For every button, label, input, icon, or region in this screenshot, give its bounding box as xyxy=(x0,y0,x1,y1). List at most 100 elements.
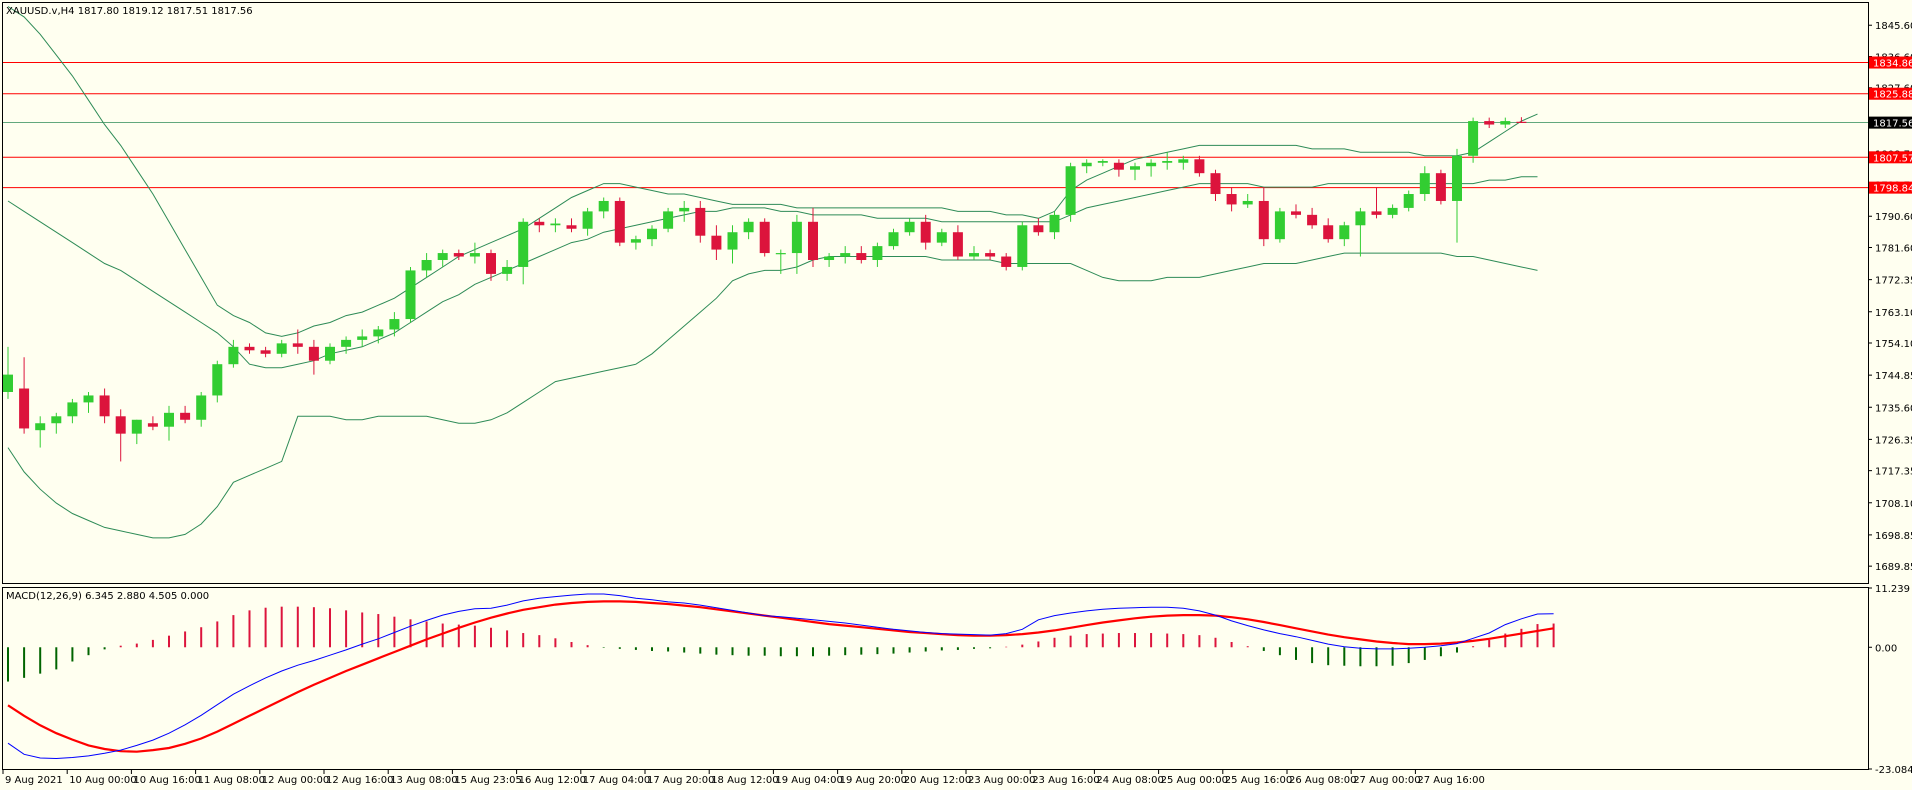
time-tick-label: 10 Aug 00:00 xyxy=(69,775,136,786)
candle-body xyxy=(115,416,126,434)
candle-body xyxy=(1130,166,1140,170)
candle-body xyxy=(469,253,480,257)
candle-body xyxy=(373,329,384,337)
macd-indicator xyxy=(7,593,1555,760)
candle-body xyxy=(1001,256,1012,267)
candle-body xyxy=(1162,161,1173,163)
candle-body xyxy=(1049,214,1060,233)
candle-body xyxy=(421,260,432,271)
price-tick-label: 1698.85 xyxy=(1875,531,1912,542)
candle-body xyxy=(486,253,496,274)
time-tick-label: 23 Aug 00:00 xyxy=(968,775,1035,786)
candle-body xyxy=(1081,162,1092,167)
candle-body xyxy=(1017,225,1028,267)
candle-body xyxy=(260,350,271,354)
time-tick-label: 10 Aug 16:00 xyxy=(133,775,200,786)
macd-tick-label: 11.239 xyxy=(1875,584,1910,595)
candle-body xyxy=(453,253,464,257)
candle-body xyxy=(212,364,223,396)
candle-body xyxy=(1146,162,1157,167)
candle-body xyxy=(985,253,996,257)
candle-body xyxy=(824,256,835,261)
level-price-badge xyxy=(1869,151,1912,164)
level-price-label: 1834.86 xyxy=(1873,59,1912,70)
price-tick-label: 1790.60 xyxy=(1875,212,1912,223)
candle-body xyxy=(1291,211,1301,215)
candle-body xyxy=(35,423,46,431)
price-tick-label: 1735.60 xyxy=(1875,403,1912,414)
candle-body xyxy=(1419,173,1430,195)
candle-body xyxy=(759,221,770,254)
candle-body xyxy=(1516,121,1527,123)
candle-body xyxy=(244,346,255,351)
price-tick-label: 1744.85 xyxy=(1875,371,1912,382)
candle-body xyxy=(1307,214,1318,226)
candle-body xyxy=(518,221,529,267)
candle-body xyxy=(131,419,142,434)
candle-body xyxy=(308,346,319,361)
level-price-badge xyxy=(1869,56,1912,69)
candle-body xyxy=(743,221,754,233)
macd-main-line xyxy=(7,593,1554,760)
level-price-label: 1798.84 xyxy=(1873,184,1912,195)
time-tick-label: 25 Aug 16:00 xyxy=(1225,775,1292,786)
time-tick-label: 12 Aug 16:00 xyxy=(326,775,393,786)
macd-info: MACD(12,26,9) 6.345 2.880 4.505 0.000 xyxy=(6,591,209,602)
current-price-label: 1817.56 xyxy=(1873,119,1912,130)
candle-body xyxy=(1210,173,1221,195)
candle-body xyxy=(1242,200,1253,205)
candle-body xyxy=(1371,211,1382,215)
candle-body xyxy=(357,336,368,340)
candle-body xyxy=(695,207,706,236)
price-tick-label: 1754.10 xyxy=(1875,339,1912,350)
price-axis: 1845.601836.601827.601808.701799.701790.… xyxy=(1868,21,1912,776)
candle-body xyxy=(1274,211,1285,240)
candle-body xyxy=(1113,162,1124,170)
time-tick-label: 25 Aug 00:00 xyxy=(1161,775,1228,786)
macd-tick-label: 0.00 xyxy=(1875,643,1897,654)
bollinger-middle-line xyxy=(7,176,1538,369)
candle-body xyxy=(679,207,690,212)
bollinger-upper-line xyxy=(7,6,1538,337)
candle-body xyxy=(389,319,400,330)
time-tick-label: 11 Aug 08:00 xyxy=(198,775,265,786)
level-price-badge xyxy=(1869,181,1912,194)
time-tick-label: 15 Aug 23:05 xyxy=(454,775,521,786)
symbol-info: XAUUSD.v,H4 1817.80 1819.12 1817.51 1817… xyxy=(6,6,253,17)
time-tick-label: 18 Aug 12:00 xyxy=(711,775,778,786)
candle-body xyxy=(437,253,448,261)
candle-body xyxy=(1387,207,1398,215)
candle-body xyxy=(566,225,577,229)
candle-body xyxy=(147,423,158,427)
candle-body xyxy=(1097,161,1108,163)
candle-body xyxy=(99,395,110,417)
price-tick-label: 1772.35 xyxy=(1875,276,1912,287)
candle-body xyxy=(1194,159,1205,174)
candle-body xyxy=(502,266,513,274)
candle-body xyxy=(582,211,593,229)
candle-body xyxy=(630,239,641,243)
time-tick-label: 26 Aug 08:00 xyxy=(1289,775,1356,786)
candle-body xyxy=(325,346,335,361)
time-tick-label: 12 Aug 00:00 xyxy=(262,775,329,786)
candle-body xyxy=(405,270,416,320)
candle-body xyxy=(1435,173,1446,201)
candle-body xyxy=(872,246,883,261)
time-tick-label: 19 Aug 04:00 xyxy=(775,775,842,786)
bollinger-lower-line xyxy=(7,252,1538,539)
time-tick-label: 9 Aug 2021 xyxy=(5,775,63,786)
price-tick-label: 1689.85 xyxy=(1875,562,1912,573)
candle-body xyxy=(808,221,818,261)
candle-body xyxy=(1468,121,1479,156)
candle-body xyxy=(67,402,78,417)
candle-body xyxy=(1178,159,1189,163)
candle-body xyxy=(196,395,207,420)
candle-body xyxy=(1484,121,1495,125)
level-price-badge xyxy=(1869,87,1912,100)
candle-body xyxy=(534,221,545,226)
horizontal-levels xyxy=(3,62,1868,189)
price-panel-frame xyxy=(2,2,1869,584)
